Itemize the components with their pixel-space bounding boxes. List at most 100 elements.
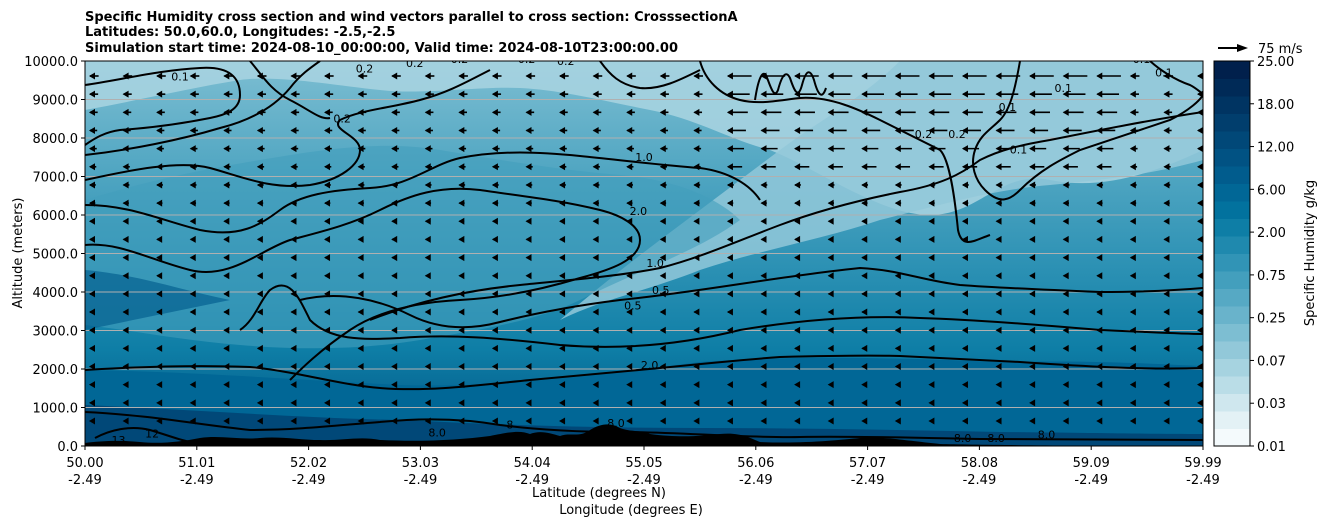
wind-vector <box>1129 290 1136 298</box>
wind-vector <box>256 417 263 425</box>
wind-vector <box>189 126 198 134</box>
wind-vector <box>89 145 97 153</box>
contour-label: 0.2 <box>915 128 933 141</box>
wind-vector <box>156 181 163 189</box>
wind-vector <box>491 181 499 189</box>
wind-vector <box>861 163 877 171</box>
colorbar-tick-label: 18.00 <box>1257 98 1294 113</box>
wind-vector <box>995 126 1015 134</box>
wind-vector <box>760 290 767 298</box>
wind-vector <box>324 381 331 389</box>
wind-vector <box>156 272 163 280</box>
wind-vector <box>559 326 566 334</box>
wind-vector <box>559 308 566 316</box>
x-tick-label-lon: -2.49 <box>739 473 773 488</box>
colorbar-segment <box>1214 358 1250 377</box>
wind-vector <box>760 326 767 334</box>
wind-vector <box>189 308 196 316</box>
wind-vector <box>256 126 266 134</box>
wind-vector <box>760 272 767 280</box>
wind-vector <box>491 163 500 171</box>
title-line-2: Latitudes: 50.0,60.0, Longitudes: -2.5,-… <box>85 25 395 40</box>
wind-vector <box>1062 308 1069 316</box>
wind-vector <box>861 199 868 207</box>
wind-vector <box>861 72 886 80</box>
wind-vector <box>357 399 364 407</box>
wind-vector <box>525 417 532 425</box>
wind-vector <box>357 181 365 189</box>
wind-vector <box>525 217 532 225</box>
wind-vector <box>626 90 636 98</box>
wind-vector <box>827 308 834 316</box>
wind-vector <box>961 381 968 389</box>
y-tick-label: 9000.0 <box>33 94 79 109</box>
wind-vector <box>1062 363 1069 371</box>
wind-vector <box>559 417 566 425</box>
wind-vector <box>659 326 666 334</box>
x-tick-label-lon: -2.49 <box>292 473 326 488</box>
wind-vector <box>189 326 196 334</box>
wind-vector <box>961 217 968 225</box>
wind-vector <box>861 145 879 153</box>
wind-vector <box>1062 126 1082 134</box>
colorbar-segment <box>1214 61 1250 79</box>
wind-vector <box>1129 235 1136 243</box>
wind-vector <box>794 181 801 189</box>
wind-vector <box>760 254 767 262</box>
wind-vector <box>693 90 703 98</box>
wind-vector <box>693 126 702 134</box>
wind-vector <box>458 108 468 116</box>
wind-vector <box>995 181 1003 189</box>
wind-vector <box>89 326 95 334</box>
x-axis-label-lat: Latitude (degrees N) <box>532 486 666 501</box>
wind-vector <box>223 145 232 153</box>
wind-vector <box>156 417 163 425</box>
wind-vector <box>1197 326 1203 334</box>
wind-vector <box>861 290 868 298</box>
wind-vector <box>189 254 196 262</box>
wind-vector <box>357 163 365 171</box>
wind-vector <box>1197 126 1203 134</box>
wind-vector <box>794 108 815 116</box>
wind-vector <box>223 90 233 98</box>
wind-vector <box>223 344 230 352</box>
wind-vector <box>894 417 901 425</box>
wind-vector <box>256 108 266 116</box>
wind-vector <box>928 399 935 407</box>
wind-vector <box>1062 145 1080 153</box>
wind-vector <box>1129 199 1137 207</box>
wind-vector <box>156 108 165 116</box>
wind-vector <box>894 326 901 334</box>
wind-vector <box>424 217 431 225</box>
wind-vector <box>424 199 432 207</box>
wind-vector <box>1096 181 1104 189</box>
wind-vector <box>894 199 902 207</box>
wind-vector <box>961 163 978 171</box>
wind-vector <box>122 326 129 334</box>
wind-vector <box>794 417 801 425</box>
wind-vector <box>290 363 297 371</box>
wind-vector <box>1129 326 1136 334</box>
wind-vector <box>290 145 299 153</box>
wind-vector <box>1197 217 1203 225</box>
wind-vector <box>1163 326 1170 334</box>
wind-vector <box>525 326 532 334</box>
wind-vector <box>458 217 465 225</box>
wind-vector <box>1096 108 1118 116</box>
colorbar-tick-label: 12.00 <box>1257 141 1294 156</box>
wind-vector <box>458 272 465 280</box>
wind-vector <box>559 363 566 371</box>
wind-vector <box>525 308 532 316</box>
wind-vector <box>861 254 868 262</box>
wind-vector <box>1163 417 1170 425</box>
wind-vector <box>626 181 633 189</box>
contour-label: 0.2 <box>333 113 351 126</box>
wind-vector <box>794 145 812 153</box>
wind-vector <box>290 344 297 352</box>
colorbar-segment <box>1214 253 1250 272</box>
contour-label: 8.0 <box>954 432 972 445</box>
wind-vector <box>861 126 881 134</box>
colorbar-segment <box>1214 78 1250 97</box>
y-axis-label: Altitude (meters) <box>11 198 26 309</box>
wind-vector <box>357 272 364 280</box>
